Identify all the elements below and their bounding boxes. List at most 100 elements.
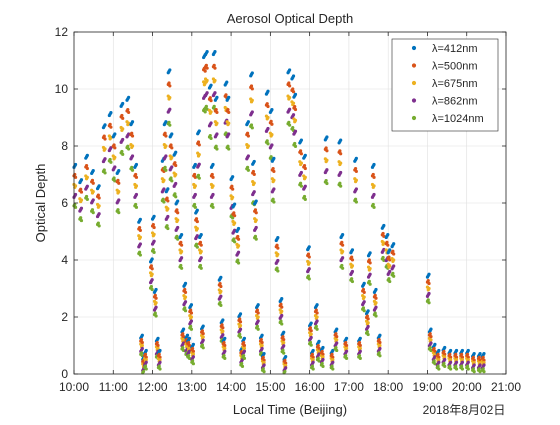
data-point — [183, 290, 188, 294]
data-point — [170, 146, 174, 150]
data-point — [219, 294, 223, 298]
data-point — [180, 249, 184, 254]
data-point — [291, 101, 296, 105]
data-point — [140, 343, 144, 348]
data-point — [143, 352, 148, 357]
x-axis-label: Local Time (Beijing) — [233, 402, 347, 417]
data-point — [303, 197, 307, 201]
data-point — [270, 133, 274, 137]
data-point — [276, 252, 280, 256]
data-point — [126, 95, 131, 99]
data-point — [354, 178, 358, 182]
data-point — [388, 264, 392, 268]
data-point — [213, 78, 217, 83]
data-point — [372, 175, 376, 179]
data-point — [85, 197, 89, 201]
data-point — [213, 50, 217, 54]
data-point — [168, 84, 172, 88]
data-point — [209, 99, 213, 103]
data-point — [200, 343, 205, 347]
data-point — [350, 258, 355, 262]
data-point — [79, 206, 84, 210]
data-point — [117, 168, 121, 173]
data-point — [189, 315, 194, 319]
data-point — [199, 243, 203, 247]
data-point — [482, 358, 486, 362]
data-point — [331, 360, 335, 364]
data-point — [192, 172, 197, 177]
data-point — [255, 324, 259, 328]
data-point — [368, 251, 372, 255]
data-point — [170, 132, 174, 136]
data-point — [251, 169, 256, 174]
data-point — [116, 178, 120, 182]
data-point — [344, 336, 349, 340]
data-point — [221, 326, 225, 330]
data-point — [213, 66, 217, 70]
data-point — [189, 303, 194, 307]
data-point — [138, 235, 142, 239]
data-point — [242, 349, 247, 353]
data-point — [79, 198, 84, 202]
data-point — [165, 224, 169, 228]
data-point — [454, 367, 459, 371]
data-point — [189, 308, 193, 312]
data-point — [382, 223, 386, 228]
data-point — [436, 364, 440, 368]
data-point — [310, 364, 314, 368]
data-point — [117, 198, 121, 202]
data-point — [386, 233, 390, 237]
data-point — [256, 311, 260, 315]
data-point — [208, 133, 212, 138]
data-point — [189, 311, 194, 315]
data-point — [368, 266, 372, 271]
legend-marker — [411, 115, 417, 121]
data-point — [252, 159, 256, 164]
data-point — [254, 199, 258, 203]
x-tick-label: 14:00 — [216, 380, 246, 394]
data-point — [350, 269, 355, 274]
data-point — [335, 341, 339, 345]
data-point — [130, 154, 135, 158]
data-point — [325, 158, 329, 162]
data-point — [449, 355, 453, 359]
data-point — [358, 346, 362, 350]
data-point — [238, 335, 243, 339]
data-point — [181, 335, 186, 339]
data-point — [227, 95, 231, 99]
data-point — [357, 353, 362, 358]
data-point — [427, 301, 431, 305]
data-point — [144, 358, 148, 362]
data-point — [315, 303, 319, 307]
data-point — [197, 176, 201, 180]
data-point — [219, 275, 223, 279]
data-point — [388, 248, 392, 252]
data-point — [365, 314, 369, 318]
data-point — [335, 338, 339, 342]
data-point — [249, 123, 254, 127]
data-point — [231, 187, 235, 191]
data-point — [324, 179, 328, 183]
data-point — [266, 126, 270, 131]
data-point — [280, 309, 284, 313]
data-point — [201, 332, 205, 336]
data-point — [265, 139, 269, 143]
data-point — [303, 166, 307, 171]
data-point — [134, 175, 139, 179]
data-point — [137, 250, 142, 254]
data-point — [266, 89, 270, 93]
data-point — [265, 102, 269, 106]
data-point — [144, 355, 148, 359]
data-point — [203, 110, 207, 114]
data-point — [321, 345, 325, 350]
data-point — [341, 233, 345, 237]
data-point — [324, 146, 328, 150]
data-point — [191, 359, 195, 363]
data-point — [310, 352, 314, 357]
legend-label: λ=1024nm — [432, 113, 484, 125]
data-point — [174, 150, 178, 154]
data-point — [472, 370, 476, 374]
data-point — [366, 332, 370, 337]
data-point — [84, 194, 89, 199]
legend-box — [391, 38, 499, 132]
